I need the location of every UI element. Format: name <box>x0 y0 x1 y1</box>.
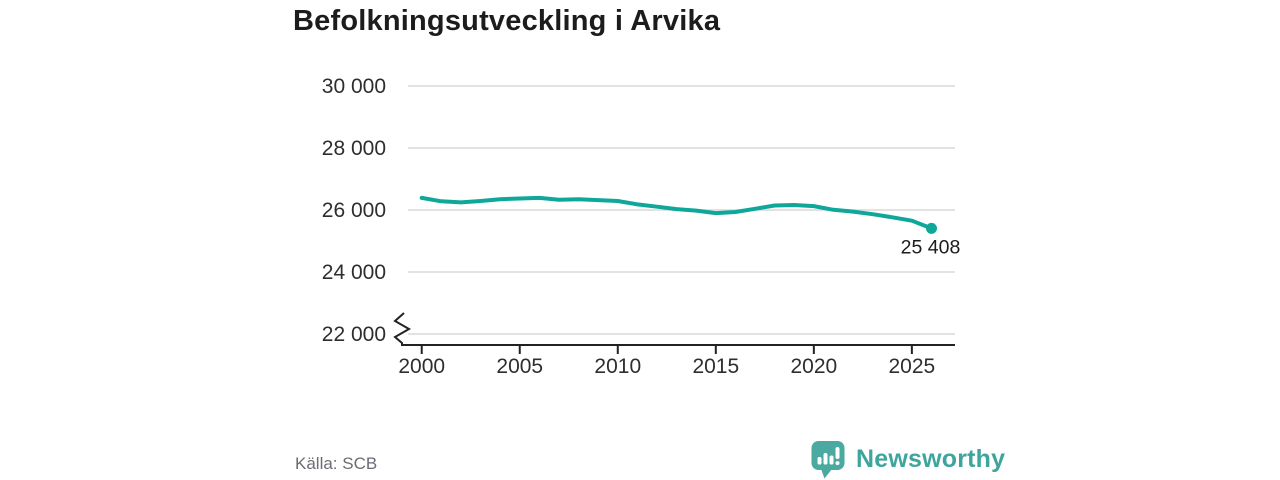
end-point-marker <box>925 222 937 234</box>
x-tick-label: 2000 <box>398 355 445 378</box>
page-title: Befolkningsutveckling i Arvika <box>293 5 721 37</box>
newsworthy-brand: Newsworthy <box>810 439 1005 479</box>
brand-wordmark: Newsworthy <box>856 444 1006 473</box>
x-tick-label: 2015 <box>692 355 739 378</box>
y-tick-label: 26 000 <box>322 199 386 222</box>
newsworthy-speech-bubble-chart-icon <box>811 441 845 479</box>
y-tick-label: 22 000 <box>322 323 386 346</box>
y-tick-label: 28 000 <box>322 137 386 160</box>
source-credit: Källa: SCB <box>295 454 378 473</box>
x-tick-label: 2005 <box>496 355 543 378</box>
x-axis-line-with-break-icon <box>393 312 955 346</box>
y-tick-label: 30 000 <box>322 75 386 98</box>
x-tick-label: 2010 <box>594 355 641 378</box>
end-point-label: 25 408 <box>901 236 961 258</box>
x-tick-label: 2020 <box>790 355 837 378</box>
population-chart: 22 000 24 000 26 000 28 000 30 000 2000 2005 20… <box>322 75 961 378</box>
population-line <box>419 195 934 231</box>
x-tick-label: 2025 <box>889 355 936 378</box>
y-tick-label: 24 000 <box>322 261 386 284</box>
